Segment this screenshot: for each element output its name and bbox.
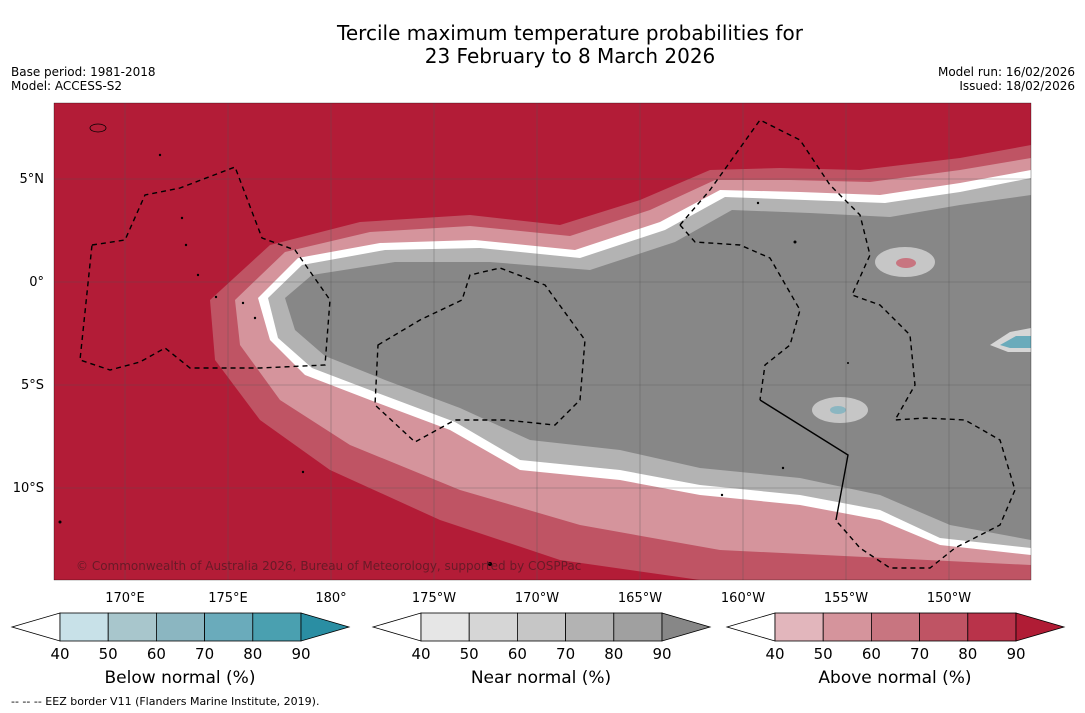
above-normal-tick-label: 90 <box>1006 645 1025 663</box>
below-normal-label: Below normal (%) <box>104 668 256 688</box>
eez-borders <box>79 119 1016 569</box>
below-normal-tick-label: 70 <box>195 645 214 663</box>
eez-solid-border <box>759 399 849 521</box>
above-normal-tick-label: 40 <box>765 645 784 663</box>
below-normal-tick-label: 60 <box>147 645 166 663</box>
near-normal-colorbar-segment <box>613 612 663 642</box>
below-normal-colorbar-max-extend <box>300 612 351 642</box>
lon-label: 150°W <box>927 591 971 606</box>
lon-label: 175°E <box>208 591 248 606</box>
near-normal-tick-label: 40 <box>411 645 430 663</box>
chart-title: Tercile maximum temperature probabilitie… <box>0 22 1085 68</box>
near-normal-tick-label: 70 <box>556 645 575 663</box>
lon-label: 160°W <box>721 591 765 606</box>
above-normal-label: Above normal (%) <box>818 668 972 688</box>
lon-label: 175°W <box>412 591 456 606</box>
above-normal-patch <box>896 258 916 268</box>
below-normal-tick-label: 40 <box>50 645 69 663</box>
below-normal-colorbar-min-extend <box>10 612 61 642</box>
above-normal-tick-label: 60 <box>862 645 881 663</box>
below-normal-patch-east <box>1000 336 1031 348</box>
lat-label: 0° <box>29 275 44 290</box>
meta-right: Model run: 16/02/2026 Issued: 18/02/2026 <box>938 65 1075 93</box>
copyright-text: © Commonwealth of Australia 2026, Bureau… <box>76 559 581 573</box>
near-normal-tick-label: 60 <box>508 645 527 663</box>
above-normal-tick-label: 70 <box>910 645 929 663</box>
model-name: Model: ACCESS-S2 <box>11 79 123 93</box>
above-normal-colorbar-segment <box>822 612 872 642</box>
map-area <box>54 103 1031 580</box>
colorbars: 40 50 60 70 80 90 40 50 60 70 80 90 40 50 60 70 80 90 <box>10 612 1066 663</box>
near-normal-dominant-region <box>285 195 1031 540</box>
lon-label: 155°W <box>824 591 868 606</box>
near-normal-label: Near normal (%) <box>470 668 612 688</box>
near-normal-colorbar-min-extend <box>371 612 422 642</box>
graticule <box>54 103 1031 580</box>
below-normal-colorbar-segment <box>107 612 157 642</box>
latitude-labels: 5°N 0° 5°S 10°S <box>13 172 44 496</box>
islands <box>58 123 849 566</box>
meta-left: Base period: 1981-2018 Model: ACCESS-S2 <box>11 65 156 93</box>
eez-footnote: -- -- -- EEZ border V11 (Flanders Marine… <box>11 695 320 708</box>
below-normal-colorbar-segment <box>59 612 109 642</box>
below-normal-patch <box>830 406 846 414</box>
below-normal-colorbar-segment <box>155 612 205 642</box>
above-normal-colorbar-segment <box>871 612 921 642</box>
above-normal-tick-label: 80 <box>958 645 977 663</box>
lat-label: 5°N <box>20 172 45 187</box>
near-normal-colorbar-max-extend <box>661 612 712 642</box>
lon-label: 170°E <box>105 591 145 606</box>
below-normal-tick-label: 90 <box>291 645 310 663</box>
above-normal-colorbar-segment <box>967 612 1017 642</box>
above-normal-colorbar-max-extend <box>1015 612 1066 642</box>
near-normal-colorbar-segment <box>420 612 470 642</box>
lat-label: 10°S <box>13 481 44 496</box>
map-frame <box>53 102 1032 581</box>
near-normal-colorbar: 40 50 60 70 80 90 <box>371 612 712 663</box>
below-normal-tick-label: 80 <box>243 645 262 663</box>
above-normal-colorbar: 40 50 60 70 80 90 <box>725 612 1066 663</box>
below-normal-colorbar-segment <box>204 612 254 642</box>
below-normal-colorbar: 40 50 60 70 80 90 <box>10 612 351 663</box>
above-normal-colorbar-segment <box>919 612 969 642</box>
above-normal-colorbar-segment <box>774 612 824 642</box>
lat-label: 5°S <box>21 378 44 393</box>
below-normal-colorbar-segment <box>252 612 302 642</box>
lon-label: 180° <box>315 591 346 606</box>
lon-label: 165°W <box>618 591 662 606</box>
title-line-2: 23 February to 8 March 2026 <box>424 44 716 68</box>
near-normal-tick-label: 90 <box>652 645 671 663</box>
title-line-1: Tercile maximum temperature probabilitie… <box>337 21 803 45</box>
above-normal-colorbar-min-extend <box>725 612 776 642</box>
near-normal-colorbar-segment <box>468 612 518 642</box>
lon-label: 170°W <box>515 591 559 606</box>
below-normal-tick-label: 50 <box>99 645 118 663</box>
above-normal-tick-label: 50 <box>814 645 833 663</box>
near-normal-tick-label: 50 <box>460 645 479 663</box>
near-normal-colorbar-segment <box>517 612 567 642</box>
base-period: Base period: 1981-2018 <box>11 65 156 79</box>
longitude-labels: 170°E 175°E 180° 175°W 170°W 165°W 160°W… <box>105 591 971 606</box>
model-run: Model run: 16/02/2026 <box>937 65 1075 79</box>
issued-date: Issued: 18/02/2026 <box>959 79 1075 93</box>
near-normal-colorbar-segment <box>565 612 615 642</box>
near-normal-tick-label: 80 <box>604 645 623 663</box>
